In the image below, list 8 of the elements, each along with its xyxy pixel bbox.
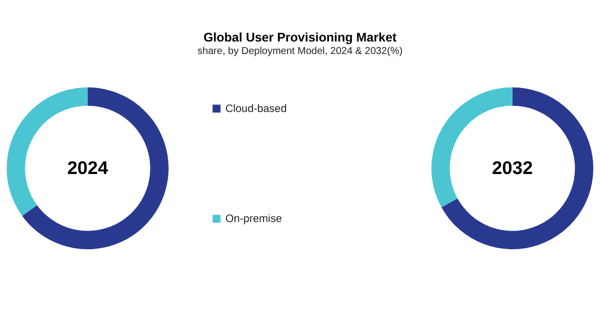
text: 2032 [492, 157, 533, 178]
legend-label: Cloud-based [225, 102, 287, 115]
legend-label: On-premise [225, 213, 282, 226]
text: 2024 [67, 157, 109, 178]
donut-slice [22, 87, 169, 250]
chart-title: Global User Provisioning Market [203, 30, 398, 44]
chart-subtitle: share, by Deployment Model, 2024 & 2032(%) [197, 46, 403, 57]
donut-slice [441, 87, 594, 250]
